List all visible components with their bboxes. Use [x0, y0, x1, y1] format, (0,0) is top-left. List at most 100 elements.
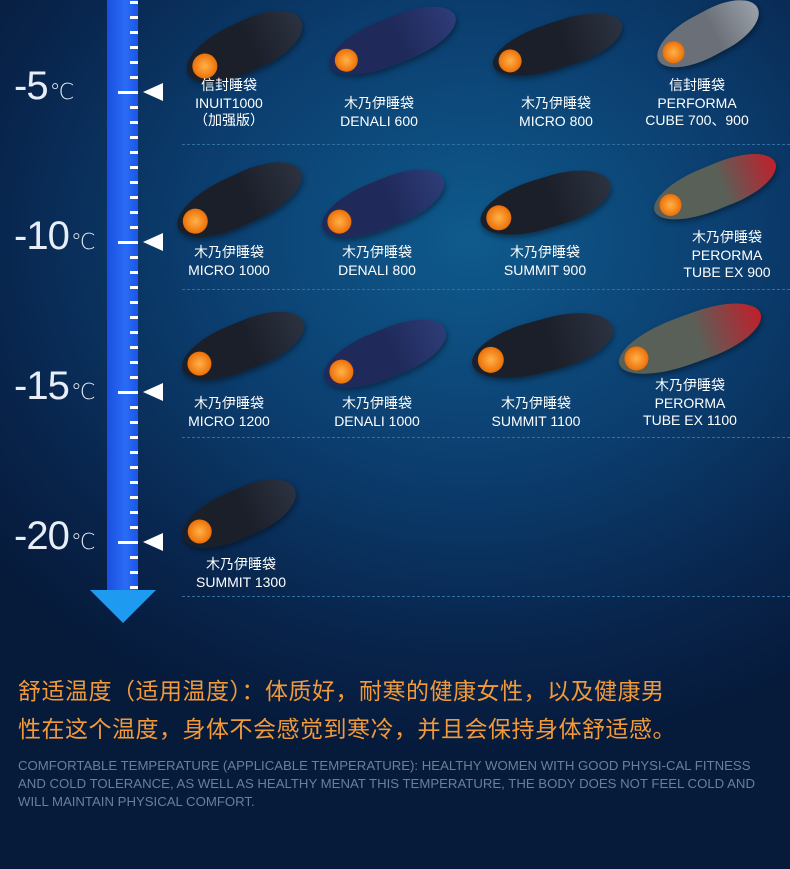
- minor-tick: [130, 436, 138, 439]
- minor-tick: [130, 316, 138, 319]
- major-tick: [118, 241, 138, 244]
- product-type: 信封睡袋: [201, 77, 257, 93]
- product-model: INUIT1000: [195, 94, 263, 111]
- product-model: SUMMIT 900: [503, 261, 587, 278]
- sleeping-bag-image: [313, 157, 453, 251]
- temp-label-minus10: -10℃: [14, 214, 96, 259]
- product-model: CUBE 700、900: [645, 112, 749, 128]
- minor-tick: [130, 151, 138, 154]
- minor-tick: [130, 1, 138, 4]
- temp-label-minus20: -20℃: [14, 514, 96, 559]
- minor-tick: [130, 496, 138, 499]
- arrow-down-icon: [90, 590, 156, 623]
- minor-tick: [130, 376, 138, 379]
- product-label: 木乃伊睡袋 SUMMIT 1300: [196, 556, 286, 591]
- temp-value: -20: [14, 514, 70, 558]
- product-model: PERORMA: [654, 394, 726, 411]
- minor-tick: [130, 226, 138, 229]
- product-type: 木乃伊睡袋: [692, 229, 762, 245]
- minor-tick: [130, 346, 138, 349]
- major-tick: [118, 91, 138, 94]
- sleeping-bag-image: [486, 2, 629, 88]
- minor-tick: [130, 121, 138, 124]
- minor-tick: [130, 406, 138, 409]
- sleeping-bag-image: [473, 159, 618, 247]
- minor-tick: [130, 196, 138, 199]
- minor-tick: [130, 421, 138, 424]
- product-model: DENALI 1000: [334, 412, 420, 429]
- minor-tick: [130, 571, 138, 574]
- minor-tick: [130, 586, 138, 589]
- minor-tick: [130, 526, 138, 529]
- product-model: PERORMA: [691, 246, 763, 263]
- pointer-triangle-icon: [143, 233, 163, 251]
- temp-label-minus15: -15℃: [14, 364, 96, 409]
- minor-tick: [130, 331, 138, 334]
- minor-tick: [130, 466, 138, 469]
- minor-tick: [130, 556, 138, 559]
- product-type: 木乃伊睡袋: [520, 95, 591, 111]
- product-type: 信封睡袋: [668, 77, 725, 93]
- product-label: 木乃伊睡袋 DENALI 600: [340, 95, 418, 130]
- pointer-triangle-icon: [143, 533, 163, 551]
- product-model: MICRO 800: [519, 112, 593, 129]
- major-tick: [118, 541, 138, 544]
- product-model: SUMMIT 1100: [491, 412, 581, 429]
- pointer-triangle-icon: [143, 383, 163, 401]
- hood-opening: [656, 190, 685, 220]
- minor-tick: [130, 46, 138, 49]
- product-model: （加强版）: [194, 112, 264, 128]
- thermometer-bar: [107, 0, 138, 592]
- product-model: TUBE EX 900: [683, 264, 771, 280]
- hood-opening: [621, 343, 652, 374]
- product-label: 木乃伊睡袋 PERORMA TUBE EX 1100: [643, 377, 737, 430]
- product-model: DENALI 800: [338, 261, 416, 278]
- product-type: 木乃伊睡袋: [341, 244, 412, 260]
- temp-unit: ℃: [70, 229, 96, 254]
- product-label: 信封睡袋 PERFORMA CUBE 700、900: [645, 77, 749, 130]
- sleeping-bag-image: [646, 142, 784, 232]
- minor-tick: [130, 286, 138, 289]
- sleeping-bag-image: [167, 148, 312, 252]
- minor-tick: [130, 451, 138, 454]
- description-cn-line2: 性在这个温度，身体不会感觉到寒冷，并且会保持身体舒适感。: [18, 716, 676, 742]
- product-type: 木乃伊睡袋: [655, 377, 725, 393]
- product-label: 木乃伊睡袋 MICRO 800: [519, 95, 593, 130]
- temp-unit: ℃: [49, 79, 75, 104]
- hood-opening: [483, 201, 515, 233]
- product-label: 木乃伊睡袋 DENALI 800: [338, 244, 416, 279]
- minor-tick: [130, 256, 138, 259]
- temp-value: -15: [14, 364, 70, 408]
- row-divider: [182, 289, 790, 290]
- minor-tick: [130, 61, 138, 64]
- row-divider: [182, 437, 790, 438]
- sleeping-bag-image: [321, 0, 464, 88]
- hood-opening: [658, 37, 689, 68]
- product-model: DENALI 600: [340, 112, 418, 129]
- product-label: 木乃伊睡袋 MICRO 1000: [188, 244, 270, 279]
- temp-unit: ℃: [70, 379, 96, 404]
- hood-opening: [183, 347, 216, 380]
- minor-tick: [130, 301, 138, 304]
- minor-tick: [130, 31, 138, 34]
- product-type: 木乃伊睡袋: [510, 244, 580, 260]
- description-cn-line1: 舒适温度（适用温度）：体质好，耐寒的健康女性，以及健康男: [18, 678, 665, 704]
- minor-tick: [130, 76, 138, 79]
- product-label: 木乃伊睡袋 DENALI 1000: [334, 395, 420, 430]
- temp-unit: ℃: [70, 529, 96, 554]
- minor-tick: [130, 361, 138, 364]
- minor-tick: [130, 481, 138, 484]
- product-model: MICRO 1000: [188, 261, 270, 278]
- row-divider: [182, 596, 790, 597]
- minor-tick: [130, 511, 138, 514]
- minor-tick: [130, 211, 138, 214]
- minor-tick: [130, 166, 138, 169]
- hood-opening: [495, 45, 525, 75]
- product-label: 木乃伊睡袋 SUMMIT 900: [504, 244, 586, 279]
- product-type: 木乃伊睡袋: [341, 395, 412, 411]
- sleeping-bag-image: [611, 290, 769, 388]
- product-type: 木乃伊睡袋: [206, 556, 276, 572]
- product-model: MICRO 1200: [188, 412, 270, 429]
- product-label: 木乃伊睡袋 SUMMIT 1100: [492, 395, 581, 430]
- product-type: 木乃伊睡袋: [343, 95, 414, 111]
